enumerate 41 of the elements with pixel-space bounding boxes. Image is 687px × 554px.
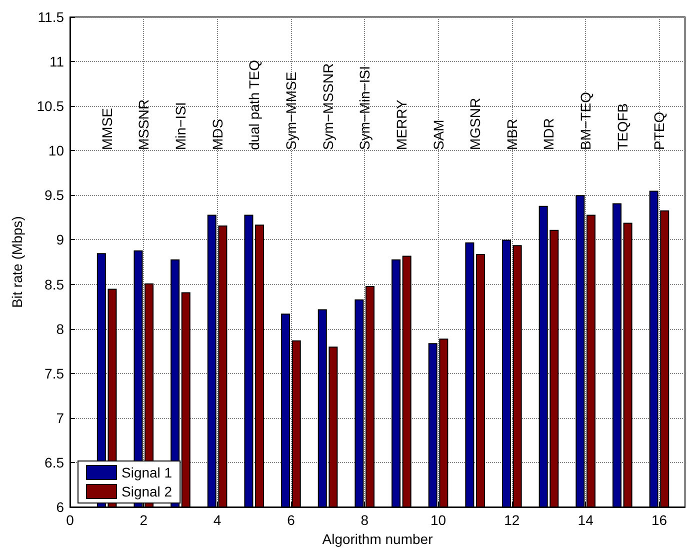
annotation: BM−TEQ [578, 92, 594, 150]
y-tick-label: 6.5 [44, 454, 64, 470]
y-tick-label: 6 [56, 499, 64, 515]
x-tick-label: 8 [360, 512, 369, 528]
x-tick-label: 6 [287, 512, 296, 528]
y-tick-label: 7.5 [44, 365, 64, 382]
y-axis-title: Bit rate (Mbps) [9, 216, 25, 308]
x-tick-label: 14 [578, 512, 594, 528]
x-axis-title: Algorithm number [322, 530, 434, 547]
y-tick-label: 11.5 [38, 9, 64, 25]
y-tick-label: 11 [49, 54, 64, 70]
y-tick-label: 8.5 [44, 276, 64, 292]
annotation: SAM [430, 120, 446, 150]
x-tick-label: 4 [213, 512, 222, 528]
annotation: Sym−Min−ISI [356, 66, 373, 150]
x-tick-label: 0 [66, 512, 74, 528]
annotation: Min−ISI [172, 102, 188, 150]
legend-label: Signal 1 [122, 464, 172, 480]
x-tick-label: 10 [430, 512, 446, 528]
annotation: Sym−MMSE [282, 72, 299, 150]
annotation: MBR [504, 118, 520, 150]
annotation: MSSNR [136, 99, 152, 150]
annotation: MDS [209, 118, 226, 150]
y-tick-label: 10.5 [36, 98, 64, 114]
y-tick-label: 10 [48, 142, 64, 159]
y-tick-label: 8 [56, 320, 64, 337]
annotation: PTEQ [651, 112, 668, 150]
annotation: dual path TEQ [246, 60, 262, 150]
annotation: MERRY [393, 99, 410, 150]
x-tick-label: 16 [651, 512, 668, 528]
y-tick-label: 7 [56, 410, 64, 426]
annotation: Sym−MSSNR [320, 63, 336, 150]
legend-label: Signal 2 [122, 484, 172, 500]
x-tick-label: 12 [504, 512, 520, 528]
x-tick-label: 2 [140, 512, 148, 528]
annotation: MDR [540, 118, 557, 150]
y-tick-label: 9.5 [44, 187, 64, 204]
annotation: TEQFB [614, 103, 630, 150]
y-tick-label: 9 [56, 232, 64, 248]
annotation: MGSNR [467, 98, 484, 150]
annotation: MMSE [98, 108, 115, 150]
